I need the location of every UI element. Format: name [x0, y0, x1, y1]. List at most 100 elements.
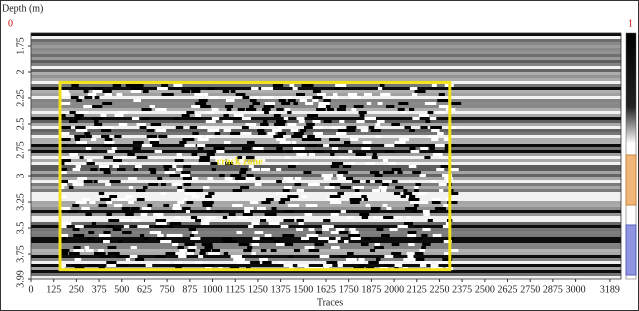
reflection-speckle [282, 96, 292, 99]
reflection-speckle [76, 99, 82, 102]
reflection-speckle [383, 171, 394, 174]
reflection-speckle [372, 156, 378, 159]
reflection-speckle [198, 255, 203, 258]
reflection-speckle [227, 108, 232, 111]
reflection-speckle [147, 129, 154, 132]
reflection-speckle [230, 117, 241, 120]
reflection-speckle [253, 147, 263, 150]
reflection-speckle [170, 222, 182, 225]
reflection-speckle [398, 102, 408, 105]
reflection-speckle [439, 189, 443, 192]
reflection-speckle [391, 252, 401, 255]
reflection-speckle [431, 180, 436, 183]
reflection-speckle [347, 252, 354, 255]
reflection-speckle [192, 153, 198, 156]
x-tick-label: 250 [69, 284, 84, 295]
reflection-speckle [322, 225, 334, 228]
reflection-speckle [234, 114, 244, 117]
reflection-speckle [72, 183, 83, 186]
reflection-speckle [412, 210, 416, 213]
reflection-speckle [60, 207, 70, 210]
reflection-speckle [85, 249, 93, 252]
reflection-speckle [439, 183, 447, 186]
reflection-speckle [404, 222, 413, 225]
reflection-speckle [252, 111, 259, 114]
x-tick-label: 3000 [566, 284, 586, 295]
reflection-speckle [245, 123, 256, 126]
reflection-speckle [306, 123, 315, 126]
reflection-speckle [173, 204, 180, 207]
reflection-speckle [296, 219, 303, 222]
reflection-speckle [231, 255, 242, 258]
reflection-speckle [81, 207, 89, 210]
reflection-speckle [439, 156, 446, 159]
reflection-speckle [155, 219, 166, 222]
reflection-speckle [182, 138, 194, 141]
reflection-speckle [420, 174, 426, 177]
reflection-speckle [94, 252, 106, 255]
reflection-speckle [75, 126, 85, 129]
reflection-speckle [242, 126, 249, 129]
reflection-speckle [289, 162, 299, 165]
x-tick-label: 2125 [407, 284, 427, 295]
reflection-speckle [224, 129, 232, 132]
reflection-speckle [88, 126, 97, 129]
reflection-speckle [291, 129, 299, 132]
reflection-speckle [83, 105, 93, 108]
reflection-speckle [164, 168, 169, 171]
reflection-speckle [376, 258, 380, 261]
x-tick-label: 1000 [203, 284, 223, 295]
reflection-speckle [370, 249, 375, 252]
reflection-speckle [344, 261, 352, 264]
reflection-speckle [373, 216, 384, 219]
reflection-speckle [230, 240, 236, 243]
reflection-speckle [194, 93, 204, 96]
reflection-speckle [105, 183, 111, 186]
reflection-speckle [191, 117, 200, 120]
reflection-speckle [347, 216, 354, 219]
reflection-speckle [188, 246, 196, 249]
reflection-speckle [420, 261, 432, 264]
reflection-speckle [384, 264, 391, 267]
reflection-speckle [293, 147, 305, 150]
reflection-speckle [82, 198, 90, 201]
reflection-speckle [102, 126, 114, 129]
reflection-speckle [260, 219, 266, 222]
reflection-speckle [87, 237, 94, 240]
reflection-speckle [247, 174, 254, 177]
reflection-speckle [294, 183, 301, 186]
reflection-speckle [430, 126, 442, 129]
reflection-speckle [307, 234, 319, 237]
reflection-speckle [432, 198, 441, 201]
x-tick-label: 1125 [225, 284, 245, 295]
reflection-speckle [236, 231, 242, 234]
reflection-speckle [299, 120, 305, 123]
reflection-speckle [313, 150, 324, 153]
reflection-speckle [425, 102, 436, 105]
reflection-speckle [207, 150, 213, 153]
reflection-speckle [276, 168, 281, 171]
reflection-speckle [80, 156, 84, 159]
reflection-speckle [346, 258, 357, 261]
reflection-speckle [192, 132, 198, 135]
reflection-speckle [414, 189, 419, 192]
reflection-speckle [206, 120, 216, 123]
x-tick-label: 2375 [452, 284, 472, 295]
reflection-speckle [300, 129, 306, 132]
reflection-speckle [302, 138, 314, 141]
reflection-band [31, 162, 621, 165]
reflection-speckle [73, 249, 84, 252]
y-tick-label: 3.25 [15, 193, 26, 211]
reflection-speckle [324, 177, 332, 180]
reflection-speckle [114, 204, 122, 207]
reflection-speckle [307, 135, 315, 138]
y-tick-label: 2.5 [15, 118, 26, 131]
reflection-speckle [284, 117, 288, 120]
reflection-speckle [135, 165, 142, 168]
reflection-speckle [222, 120, 232, 123]
reflection-band [31, 51, 621, 54]
reflection-speckle [421, 246, 426, 249]
reflection-speckle [439, 105, 449, 108]
reflection-band [31, 129, 621, 132]
reflection-speckle [187, 249, 195, 252]
